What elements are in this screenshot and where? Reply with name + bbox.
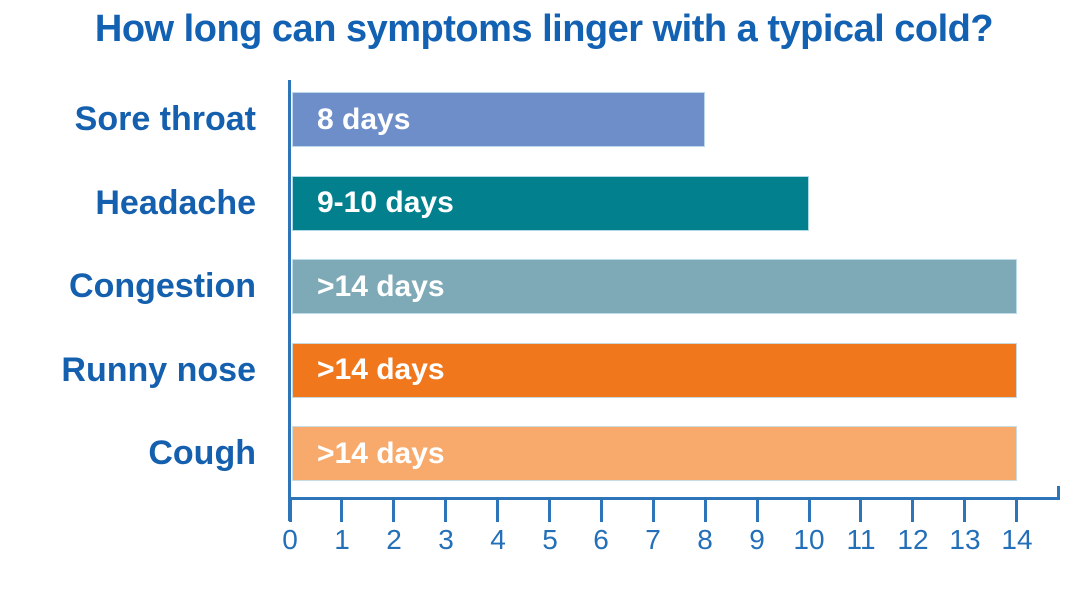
bar: 9-10 days: [292, 175, 809, 231]
bar-value-label: >14 days: [317, 436, 445, 470]
x-tick: [340, 498, 343, 522]
x-axis-endcap: [1057, 486, 1060, 500]
x-tick-label: 2: [386, 524, 402, 555]
x-tick: [289, 498, 292, 522]
x-tick-label: 13: [949, 524, 981, 555]
x-tick: [704, 498, 707, 522]
bar-value-label: >14 days: [317, 353, 445, 386]
x-tick-label: 9: [749, 524, 765, 555]
x-tick: [652, 498, 655, 522]
category-label: Sore throat: [74, 100, 256, 138]
bar-value-label: >14 days: [317, 269, 445, 303]
bar: >14 days: [292, 426, 1017, 481]
x-tick: [1015, 498, 1018, 522]
x-tick: [859, 498, 862, 522]
x-tick: [496, 498, 499, 522]
bar-value-label: 9-10 days: [317, 186, 454, 219]
x-tick: [808, 498, 811, 522]
x-tick: [444, 498, 447, 522]
x-tick-label: 5: [542, 524, 558, 555]
x-tick-label: 3: [438, 524, 454, 555]
x-tick: [392, 498, 395, 522]
x-tick: [963, 498, 966, 522]
x-tick-label: 7: [645, 524, 661, 555]
bar: 8 days: [292, 92, 705, 147]
page-title: How long can symptoms linger with a typi…: [94, 8, 994, 50]
category-label: Congestion: [69, 267, 256, 305]
bar-value-label: 8 days: [317, 102, 411, 136]
x-tick-label: 10: [793, 524, 825, 555]
bar: >14 days: [292, 259, 1017, 314]
x-tick: [911, 498, 914, 522]
y-axis-line: [288, 80, 291, 521]
x-tick-label: 8: [697, 524, 713, 555]
x-tick-label: 11: [846, 524, 876, 555]
category-label: Headache: [95, 183, 256, 222]
x-axis-line: [288, 497, 1060, 500]
x-tick: [756, 498, 759, 522]
x-tick-label: 12: [897, 524, 929, 555]
x-tick-label: 4: [490, 524, 506, 555]
x-tick-label: 0: [282, 524, 298, 555]
bar: >14 days: [292, 342, 1017, 398]
x-tick: [600, 498, 603, 522]
x-tick-label: 1: [334, 524, 350, 555]
category-label: Runny nose: [61, 350, 256, 389]
x-tick-label: 6: [593, 524, 609, 555]
x-tick: [548, 498, 551, 522]
x-tick-label: 14: [1001, 524, 1033, 555]
category-label: Cough: [148, 434, 256, 472]
